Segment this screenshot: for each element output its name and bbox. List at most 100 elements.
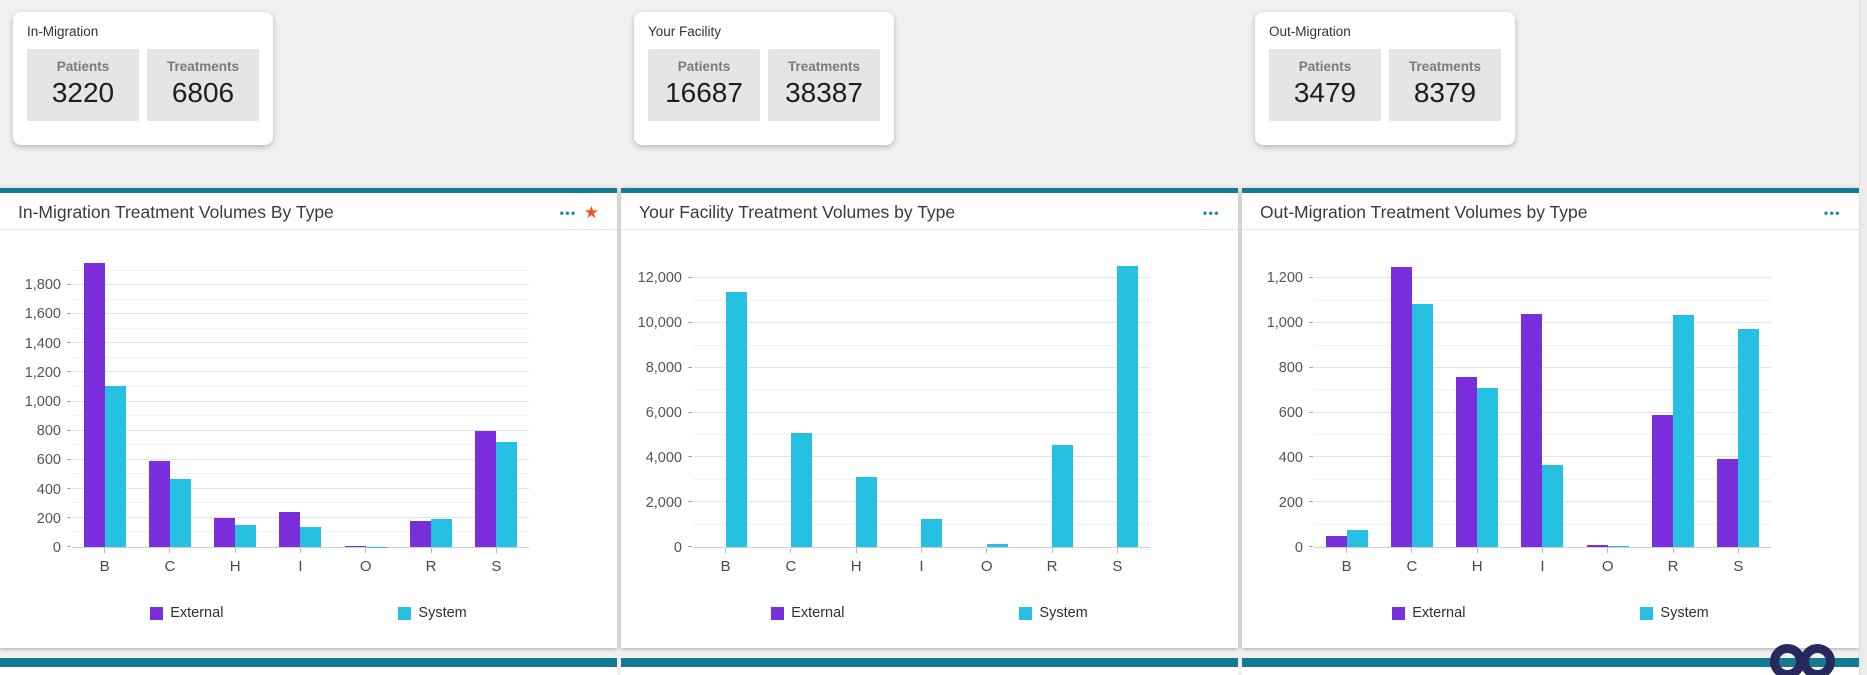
system-bar-O[interactable] [986, 543, 1008, 547]
minor-gridline [1314, 434, 1771, 436]
legend-item-external[interactable]: External [771, 605, 844, 621]
stat-row: Patients 16687 Treatments 38387 [648, 49, 880, 121]
x-axis-tick [495, 548, 497, 553]
y-axis-tick [1309, 501, 1313, 503]
legend-item-system[interactable]: System [1019, 605, 1088, 621]
x-axis-label: R [1667, 558, 1679, 575]
external-bar-O[interactable] [1586, 544, 1608, 547]
minor-gridline [693, 389, 1150, 391]
more-options-icon[interactable]: ••• [559, 205, 577, 220]
system-bar-S[interactable] [1117, 266, 1139, 547]
y-axis-tick [688, 366, 692, 368]
system-bar-I[interactable] [1542, 465, 1564, 547]
system-bar-R[interactable] [431, 519, 453, 547]
y-axis-tick-label: 1,000 [1266, 315, 1303, 332]
external-swatch-icon [150, 606, 164, 620]
minor-gridline [72, 327, 529, 329]
x-axis-item-S: S [1096, 548, 1138, 575]
system-bar-R[interactable] [1052, 445, 1074, 547]
stat-label: Patients [56, 59, 110, 74]
y-axis-labels: 0 2,000 4,000 6,000 8,000 10,000 12,000 [621, 256, 693, 556]
legend-item-external[interactable]: External [1392, 605, 1465, 621]
external-bar-B[interactable] [83, 263, 105, 547]
x-axis-label: I [298, 558, 303, 575]
divider [0, 229, 617, 230]
legend-item-system[interactable]: System [398, 605, 467, 621]
y-axis-tick [1309, 366, 1313, 368]
system-bar-C[interactable] [169, 478, 191, 547]
system-bar-B[interactable] [725, 291, 747, 547]
minor-gridline [693, 434, 1150, 436]
external-bar-C[interactable] [148, 461, 170, 547]
external-bar-S[interactable] [1717, 458, 1739, 547]
major-gridline [72, 284, 529, 286]
stat-label: Treatments [166, 59, 240, 74]
external-bar-I[interactable] [279, 512, 301, 547]
chart-panel-your-facility: Your Facility Treatment Volumes by Type … [621, 188, 1238, 648]
x-axis-tick [1607, 548, 1609, 553]
bar-group-H [835, 256, 878, 547]
stat-row: Patients 3220 Treatments 6806 [27, 49, 259, 121]
y-axis-tick-label: 200 [36, 510, 61, 527]
external-bar-H[interactable] [1456, 376, 1478, 547]
legend-item-external[interactable]: External [150, 605, 223, 621]
system-bar-S[interactable] [496, 441, 518, 547]
minor-gridline [1314, 344, 1771, 346]
x-axis-tick [1346, 548, 1348, 553]
more-options-icon[interactable]: ••• [1823, 205, 1841, 220]
x-axis-tick [104, 548, 106, 553]
external-bar-H[interactable] [214, 517, 236, 547]
y-axis-tick [688, 411, 692, 413]
external-bar-R[interactable] [1652, 414, 1674, 547]
external-bar-C[interactable] [1390, 267, 1412, 547]
y-axis-tick-label: 0 [673, 540, 682, 556]
favorite-star-icon[interactable]: ★ [583, 203, 599, 222]
external-bar-R[interactable] [410, 520, 432, 547]
minor-gridline [72, 444, 529, 446]
system-bar-H[interactable] [1477, 388, 1499, 547]
system-bar-O[interactable] [1607, 545, 1629, 547]
major-gridline [72, 371, 529, 373]
minor-gridline [693, 344, 1150, 346]
system-bar-B[interactable] [104, 385, 126, 547]
external-bar-I[interactable] [1521, 314, 1543, 547]
more-options-icon[interactable]: ••• [1202, 205, 1220, 220]
system-bar-C[interactable] [790, 432, 812, 547]
column-out-migration: Out-Migration Patients 3479 Treatments 8… [1242, 0, 1859, 648]
major-gridline [693, 277, 1150, 279]
stat-label: Patients [1298, 59, 1352, 74]
y-axis-tick-label: 400 [1278, 450, 1303, 467]
bars-layer [693, 256, 1150, 547]
x-axis-item-S: S [475, 548, 517, 575]
external-bar-B[interactable] [1325, 535, 1347, 547]
system-bar-B[interactable] [1346, 530, 1368, 547]
external-bar-O[interactable] [344, 545, 366, 547]
x-axis-label: I [1540, 558, 1545, 575]
panel-accent-bar [1242, 658, 1859, 675]
x-axis-tick [855, 548, 857, 553]
bar-group-H [214, 256, 257, 547]
x-axis-tick [1672, 548, 1674, 553]
system-bar-S[interactable] [1738, 328, 1760, 547]
x-axis-label: B [1341, 558, 1352, 575]
y-axis-tick [688, 322, 692, 324]
bar-group-O [966, 256, 1008, 547]
x-axis-tick [1116, 548, 1118, 553]
system-bar-I[interactable] [300, 527, 322, 547]
chart-legend: External System [0, 605, 617, 621]
system-bar-H[interactable] [235, 525, 257, 547]
y-axis-tick-label: 800 [1278, 360, 1303, 377]
external-bar-S[interactable] [475, 430, 497, 547]
bar-group-S [1096, 256, 1139, 547]
x-axis-label: C [164, 558, 176, 575]
y-axis-tick [67, 487, 71, 489]
right-edge-gutter [1859, 0, 1867, 675]
major-gridline [1314, 366, 1771, 368]
x-axis-tick [169, 548, 171, 553]
system-bar-I[interactable] [921, 519, 943, 547]
legend-item-system[interactable]: System [1640, 605, 1709, 621]
system-bar-H[interactable] [856, 476, 878, 547]
system-bar-C[interactable] [1411, 304, 1433, 547]
system-bar-R[interactable] [1673, 315, 1695, 547]
